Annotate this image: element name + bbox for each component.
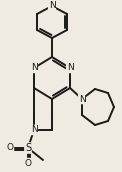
Text: N: N (49, 2, 55, 10)
Text: S: S (25, 143, 31, 153)
Text: N: N (31, 126, 37, 135)
Text: N: N (79, 94, 85, 104)
Text: O: O (6, 143, 14, 153)
Text: N: N (67, 63, 73, 73)
Text: O: O (25, 159, 31, 168)
Text: N: N (31, 63, 37, 73)
